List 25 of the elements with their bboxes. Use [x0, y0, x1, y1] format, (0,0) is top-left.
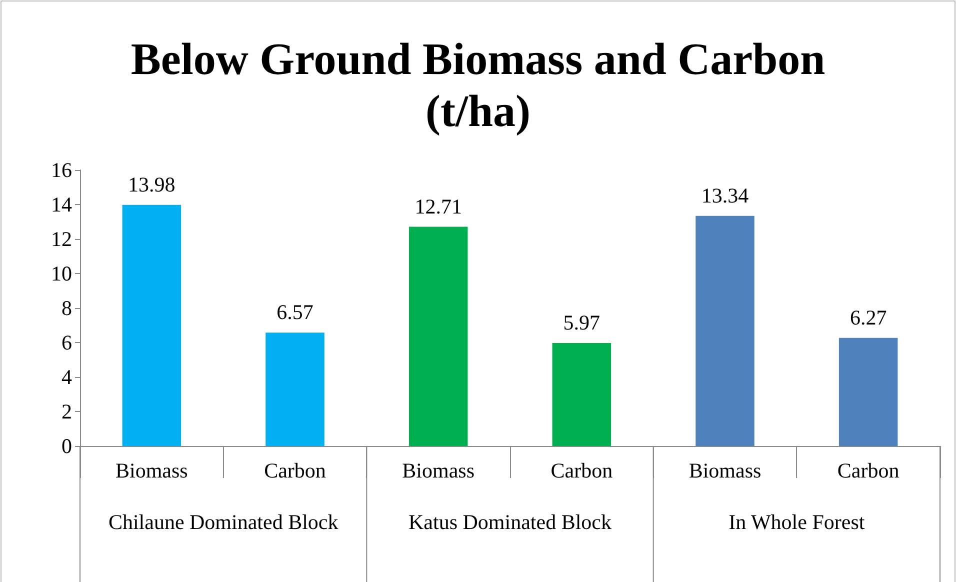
- x-tick-label: Carbon: [550, 458, 614, 482]
- y-tick-label: 8: [62, 296, 72, 320]
- text: In Whole Forest: [728, 510, 865, 534]
- y-tick-label: 6: [62, 330, 72, 354]
- x-tick-label: Carbon: [264, 458, 326, 482]
- data-label: 5.97: [563, 310, 600, 335]
- data-label: 6.57: [276, 300, 314, 324]
- data-label: 6.27: [850, 305, 887, 330]
- x-tick-label: Biomass: [402, 458, 475, 482]
- x-tick-label: Biomass: [115, 458, 188, 482]
- data-label: 12.71: [414, 194, 462, 218]
- x-tick-label: Biomass: [688, 458, 762, 482]
- y-tick-label: 16: [51, 158, 72, 182]
- y-tick-label: 4: [62, 365, 72, 389]
- y-tick-label: 14: [51, 192, 72, 216]
- y-tick-label: 0: [62, 434, 72, 458]
- y-tick-label: 10: [51, 262, 72, 286]
- chart-title: Below Ground Biomass and Carbon (t/ha): [130, 34, 826, 136]
- text: Chilaune Dominated Block: [108, 510, 339, 534]
- x-tick-label: Carbon: [837, 458, 900, 482]
- y-tick-label: 12: [51, 227, 72, 251]
- y-tick-label: 2: [62, 400, 72, 424]
- data-label: 13.98: [128, 172, 176, 196]
- data-label: 13.34: [701, 183, 750, 208]
- text: Katus Dominated Block: [408, 510, 612, 534]
